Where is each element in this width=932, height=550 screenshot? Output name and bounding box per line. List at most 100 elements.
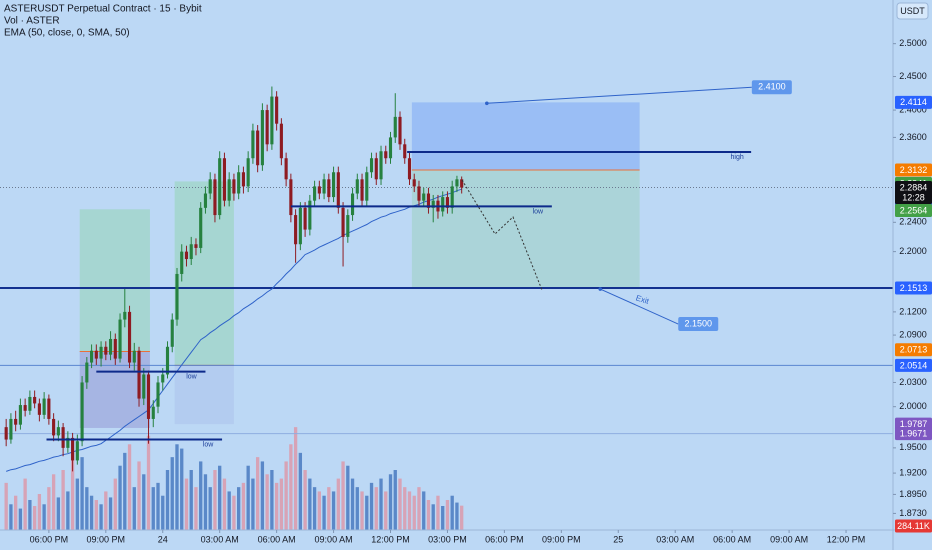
price-tag: 2.0514 bbox=[900, 360, 928, 370]
chart-title: ASTERUSDT Perpetual Contract · 15 · Bybi… bbox=[4, 4, 202, 15]
x-tick-label: 06:00 PM bbox=[30, 534, 69, 544]
current-price-tag: 2.2884 bbox=[900, 182, 928, 192]
volume-bar bbox=[37, 494, 42, 530]
volume-bar bbox=[331, 491, 336, 530]
y-tick-label: 1.8950 bbox=[899, 489, 927, 499]
volume-bar bbox=[161, 495, 165, 530]
candle-body bbox=[313, 186, 317, 201]
candle-body bbox=[289, 179, 293, 216]
level-label: high bbox=[731, 154, 744, 161]
volume-bar bbox=[189, 470, 193, 530]
callout-label: 2.1500 bbox=[684, 318, 712, 328]
price-tag-bg bbox=[895, 343, 932, 357]
volume-bar bbox=[75, 478, 80, 530]
volume-bar bbox=[279, 478, 284, 530]
callout-note: Exit bbox=[635, 293, 651, 306]
y-tick-label: 2.0300 bbox=[899, 377, 927, 387]
volume-bar bbox=[232, 495, 236, 530]
candle-body bbox=[9, 418, 13, 440]
volume-bar bbox=[151, 487, 155, 530]
callout-line bbox=[486, 86, 752, 104]
volume-bar bbox=[312, 487, 317, 530]
candle-body bbox=[455, 179, 459, 187]
price-tag-bg bbox=[895, 427, 932, 441]
y-tick-label: 2.4000 bbox=[899, 104, 927, 114]
volume-bar bbox=[460, 505, 464, 530]
volume-bar bbox=[303, 470, 307, 530]
volume-bar bbox=[199, 461, 203, 530]
volume-tag: 284.11K bbox=[897, 521, 930, 531]
volume-bar bbox=[270, 470, 274, 530]
volume-bar bbox=[293, 427, 298, 530]
candle-body bbox=[142, 374, 146, 399]
candle-body bbox=[194, 244, 198, 248]
candle-body bbox=[369, 158, 374, 173]
position-target bbox=[174, 181, 234, 366]
candle-body bbox=[256, 130, 260, 166]
candle-body bbox=[279, 123, 283, 159]
candle-body bbox=[332, 172, 336, 198]
plot: high low low low 2.4100 2.1500 Exit bbox=[0, 80, 893, 530]
volume-title: Vol · ASTER bbox=[4, 16, 60, 27]
volume-bar bbox=[374, 487, 378, 530]
candle-body bbox=[137, 350, 141, 399]
price-tag: 2.4114 bbox=[900, 97, 927, 107]
volume-bar bbox=[260, 461, 265, 530]
volume-bar bbox=[426, 500, 431, 530]
candle-body bbox=[412, 179, 416, 187]
volume-bar bbox=[379, 478, 383, 530]
x-tick-label: 09:00 PM bbox=[87, 534, 126, 544]
candle-body bbox=[460, 179, 464, 188]
candle-body bbox=[28, 396, 32, 411]
volume-bar bbox=[61, 470, 65, 530]
position-target bbox=[411, 169, 640, 289]
candle-body bbox=[18, 405, 22, 425]
candle-body bbox=[37, 403, 41, 415]
candle-body bbox=[184, 251, 189, 260]
y-tick-label: 2.0000 bbox=[899, 401, 927, 411]
currency-button[interactable] bbox=[896, 2, 929, 20]
y-tick-label: 1.9200 bbox=[899, 467, 927, 477]
volume-bar bbox=[184, 478, 189, 530]
callout-box bbox=[678, 317, 719, 332]
candle-body bbox=[355, 179, 359, 194]
y-tick-label: 2.4500 bbox=[899, 71, 927, 81]
candle-body bbox=[104, 346, 108, 355]
volume-bar bbox=[56, 497, 61, 530]
volume-bar bbox=[298, 452, 303, 530]
volume-bar bbox=[317, 491, 321, 530]
candle-body bbox=[85, 362, 89, 383]
x-tick-label: 24 bbox=[158, 534, 168, 544]
callout-line bbox=[600, 288, 679, 325]
currency[interactable]: USDT bbox=[900, 6, 925, 16]
volume-bar bbox=[42, 504, 46, 530]
volume-bar bbox=[407, 491, 412, 530]
volume-tag-bg bbox=[895, 519, 932, 533]
y-tick-label: 2.5000 bbox=[899, 38, 927, 48]
volume-bar bbox=[398, 478, 402, 530]
y-tick-label: 1.8730 bbox=[899, 508, 927, 518]
volume-bar bbox=[156, 482, 160, 530]
volume-bar bbox=[9, 504, 13, 530]
volume-bar bbox=[237, 487, 241, 530]
candle-body bbox=[189, 244, 193, 260]
x-tick-label: 06:00 PM bbox=[485, 534, 524, 544]
candle-body bbox=[426, 193, 431, 208]
volume-bar bbox=[384, 491, 388, 530]
callout-label: 2.4100 bbox=[758, 82, 786, 92]
candle-body bbox=[71, 437, 75, 461]
candle-body bbox=[156, 382, 160, 407]
candle-body bbox=[275, 96, 279, 124]
price-tag-bg bbox=[895, 95, 932, 109]
volume-bar bbox=[113, 478, 117, 530]
candle-body bbox=[417, 186, 421, 201]
candle-body bbox=[132, 350, 136, 363]
candle-body bbox=[294, 215, 298, 245]
candle-body bbox=[450, 186, 454, 208]
candle-body bbox=[227, 179, 231, 201]
volume-bar bbox=[350, 478, 355, 530]
y-tick-label: 2.3600 bbox=[899, 132, 927, 142]
candle-body bbox=[393, 116, 397, 138]
candle-body bbox=[90, 350, 94, 363]
volume-bar bbox=[284, 461, 288, 530]
